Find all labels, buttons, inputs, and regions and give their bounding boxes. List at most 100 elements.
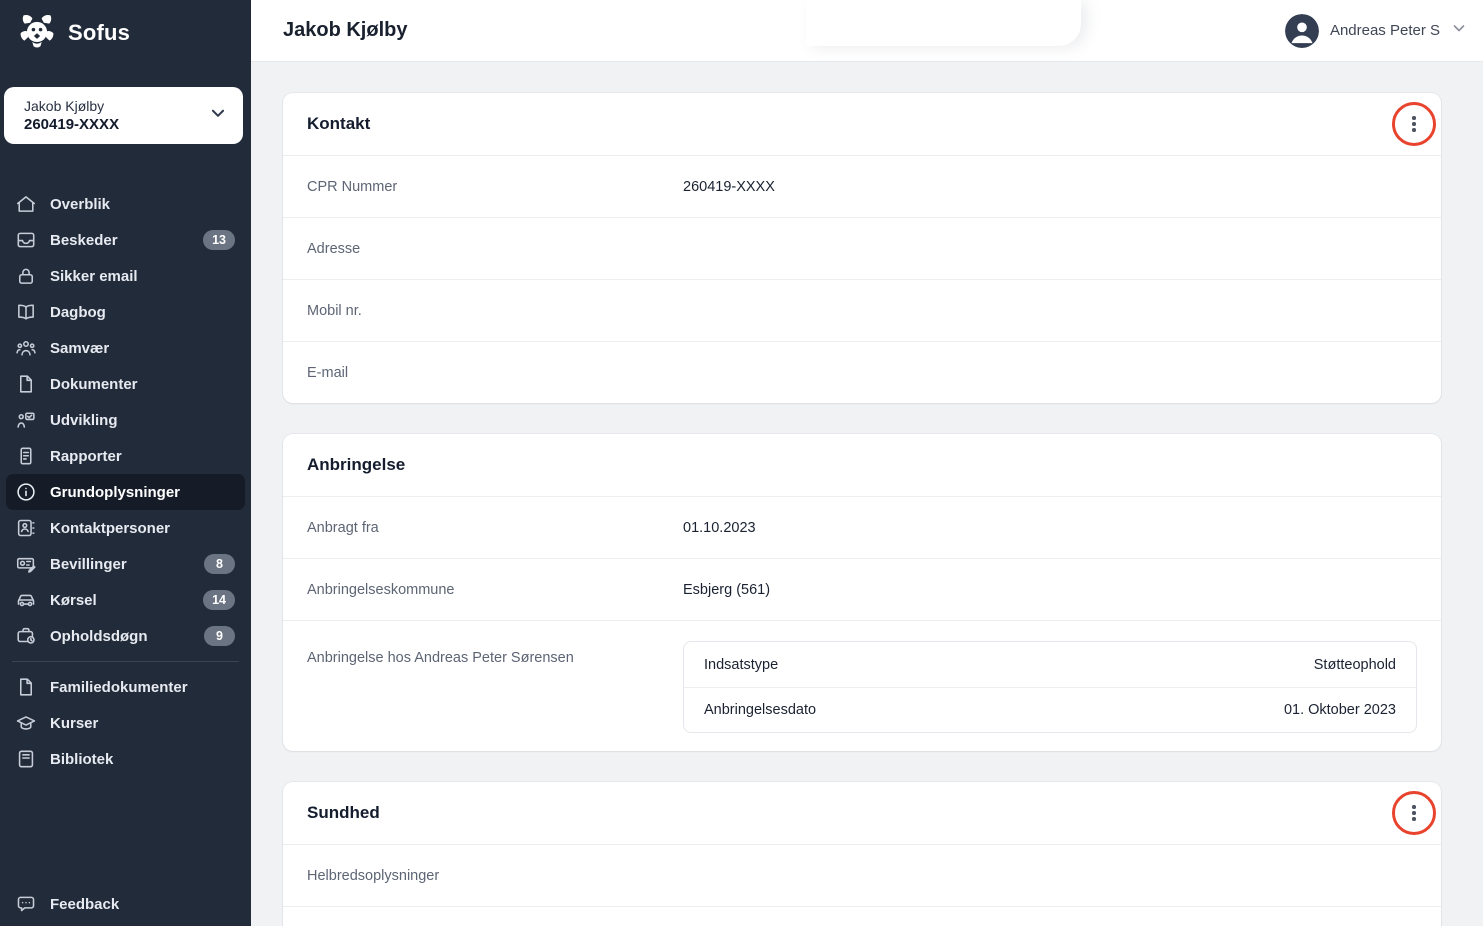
sidebar-item-label: Sikker email [50,267,138,285]
avatar [1284,13,1319,48]
inbox-icon [15,229,37,251]
sidebar-item-label: Dagbog [50,303,106,321]
document-icon [15,373,37,395]
table-row: Indsatstype Støtteophold [684,642,1416,687]
sidebar-item-sikker-email[interactable]: Sikker email [6,258,245,294]
header-panel-artifact [806,0,1081,46]
user-menu[interactable]: Andreas Peter S [1284,13,1467,48]
sidebar-item-label: Rapporter [50,447,122,465]
sidebar-item-label: Dokumenter [50,375,138,393]
brand-logo: Sofus [0,0,251,54]
lock-icon [15,265,37,287]
sidebar-item-label: Feedback [50,895,120,913]
row-label: Adresse [307,240,361,257]
sidebar: Sofus Jakob Kjølby 260419-XXXX Overblik … [0,0,251,926]
sidebar-item-rapporter[interactable]: Rapporter [6,438,245,474]
table-row: Mobil nr. [283,279,1441,341]
row-value: 260419-XXXX [683,178,775,195]
sidebar-item-beskeder[interactable]: Beskeder 13 [6,222,245,258]
row-label: Indsatstype [704,656,779,673]
sidebar-item-dokumenter[interactable]: Dokumenter [6,366,245,402]
row-value: 01. Oktober 2023 [1283,702,1396,718]
chevron-down-icon [209,104,227,127]
row-label: Anbragt fra [307,519,379,536]
kontakt-kebab-menu-button[interactable] [1392,102,1436,146]
sidebar-item-udvikling[interactable]: Udvikling [6,402,245,438]
file-icon [15,676,37,698]
chat-icon [15,893,37,915]
main-area: Jakob Kjølby Andreas Peter S Kontakt [251,0,1483,926]
row-value: 01.10.2023 [683,519,756,536]
table-row: CPR Nummer 260419-XXXX [283,155,1441,217]
table-row: Anbringelse hos Andreas Peter Sørensen I… [283,620,1441,751]
book-icon [15,301,37,323]
row-value: Støtteophold [1313,656,1396,673]
sidebar-item-label: Beskeder [50,231,118,249]
table-row: Anbringelseskommune Esbjerg (561) [283,558,1441,620]
sidebar-item-label: Samvær [50,339,110,357]
row-label: Anbringelse hos Andreas Peter Sørensen [307,650,574,666]
count-badge: 9 [204,626,235,646]
count-badge: 8 [204,554,235,574]
sidebar-item-label: Kontaktpersoner [50,519,171,537]
sidebar-item-label: Kurser [50,714,99,732]
row-label: Anbringelseskommune [307,581,455,598]
sidebar-item-label: Kørsel [50,591,97,609]
row-label: Anbringelsesdato [704,702,817,718]
sidebar-item-label: Grundoplysninger [50,483,181,501]
unread-badge: 13 [203,230,235,250]
sidebar-divider [12,661,239,662]
sidebar-item-overblik[interactable]: Overblik [6,186,245,222]
brand-name: Sofus [68,20,131,45]
sidebar-item-bibliotek[interactable]: Bibliotek [6,741,245,777]
archive-icon [15,748,37,770]
row-label: Mobil nr. [307,302,362,319]
briefcase-clock-icon [15,625,37,647]
sundhed-kebab-menu-button[interactable] [1392,791,1436,835]
page-title: Jakob Kjølby [283,19,408,41]
row-value: Esbjerg (561) [683,581,771,598]
sidebar-item-familiedokumenter[interactable]: Familiedokumenter [6,669,245,705]
contact-card-icon [15,517,37,539]
table-row: Anbragt fra 01.10.2023 [283,496,1441,558]
money-icon [15,553,37,575]
sidebar-item-opholdsdoegn[interactable]: Opholdsdøgn 9 [6,618,245,654]
sofus-mascot-icon [16,12,58,54]
count-badge: 14 [203,590,235,610]
graduation-cap-icon [15,712,37,734]
sidebar-item-kurser[interactable]: Kurser [6,705,245,741]
sidebar-item-label: Bevillinger [50,555,127,573]
anbringelse-details-table: Indsatstype Støtteophold Anbringelsesdat… [683,641,1417,733]
table-row: Anbringelsesdato 01. Oktober 2023 [684,687,1416,732]
development-icon [15,409,37,431]
people-icon [15,337,37,359]
table-row [283,906,1441,926]
home-icon [15,193,37,215]
table-row: E-mail [283,341,1441,403]
chevron-down-icon [1451,20,1467,41]
sidebar-item-kontaktpersoner[interactable]: Kontaktpersoner [6,510,245,546]
sidebar-item-grundoplysninger[interactable]: Grundoplysninger [6,474,245,510]
content-scroll-area: Kontakt CPR Nummer 260419-XXXX Adresse M… [251,62,1483,926]
sidebar-nav: Overblik Beskeder 13 Sikker email Dagbog… [0,186,251,777]
sidebar-item-samvaer[interactable]: Samvær [6,330,245,366]
sundhed-card-title: Sundhed [307,803,380,822]
user-name: Andreas Peter S [1329,22,1440,39]
sundhed-card: Sundhed Helbredsoplysninger [283,782,1441,926]
kontakt-card-title: Kontakt [307,114,371,133]
top-bar: Jakob Kjølby Andreas Peter S [251,0,1483,62]
anbringelse-card: Anbringelse Anbragt fra 01.10.2023 Anbri… [283,434,1441,751]
sidebar-item-koersel[interactable]: Kørsel 14 [6,582,245,618]
sidebar-item-dagbog[interactable]: Dagbog [6,294,245,330]
person-selector[interactable]: Jakob Kjølby 260419-XXXX [4,87,243,144]
sidebar-item-bevillinger[interactable]: Bevillinger 8 [6,546,245,582]
row-label: E-mail [307,364,349,381]
sidebar-item-feedback[interactable]: Feedback [6,886,245,922]
person-selector-name: Jakob Kjølby [24,97,105,114]
person-selector-cpr: 260419-XXXX [24,115,120,133]
sidebar-item-label: Udvikling [50,411,118,429]
sidebar-item-label: Opholdsdøgn [50,627,148,645]
table-row: Adresse [283,217,1441,279]
car-icon [15,589,37,611]
